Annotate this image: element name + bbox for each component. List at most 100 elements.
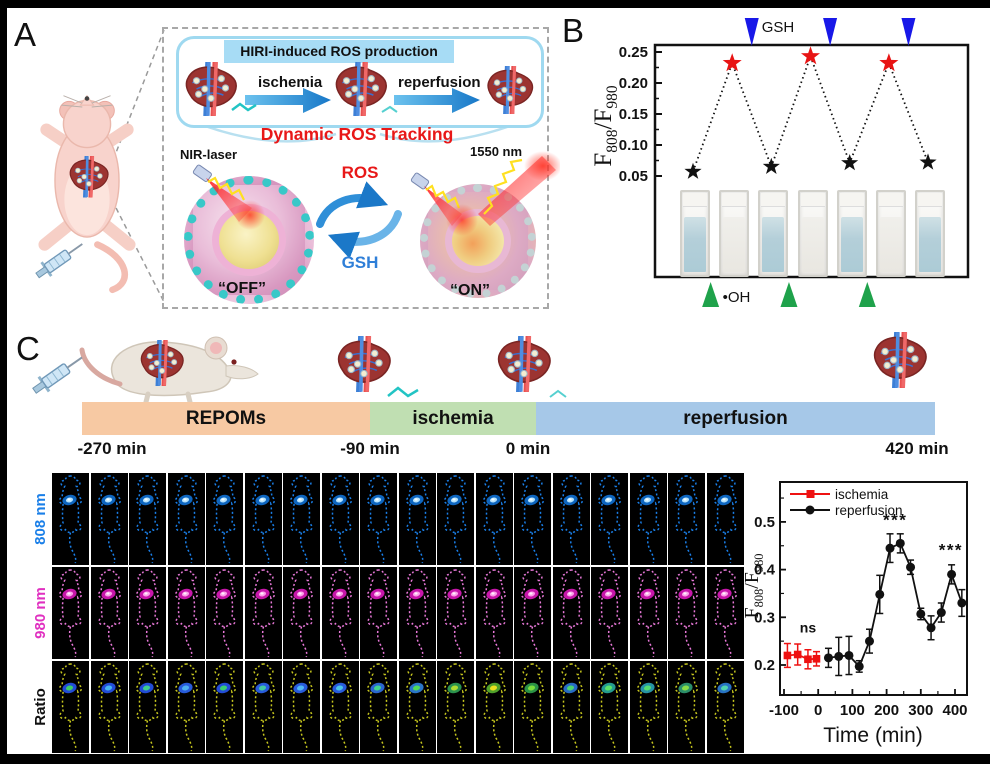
imaging-frame — [552, 567, 590, 659]
row-label-980nm: 980 nm — [32, 587, 49, 639]
dotted-connector-line — [692, 53, 929, 172]
gsh-label: GSH — [341, 253, 379, 272]
emission-1550nm-label: 1550 nm — [470, 144, 523, 159]
step-reperfusion-label: reperfusion — [398, 74, 481, 91]
laser-emitter-icon — [410, 172, 430, 190]
imaging-frame-grid — [52, 473, 744, 753]
imaging-frame — [552, 473, 590, 565]
imaging-frame — [244, 661, 282, 753]
y-tick-label: 0.3 — [754, 609, 775, 626]
time-label: 420 min — [885, 439, 949, 458]
star-marker — [801, 46, 820, 65]
imaging-frame — [398, 567, 436, 659]
ros-cycle-arrow-icon — [316, 181, 389, 228]
data-point — [885, 543, 895, 553]
imaging-frame — [360, 567, 397, 659]
imaging-frame — [283, 473, 320, 565]
imaging-frame — [360, 661, 397, 753]
imaging-frame — [514, 567, 551, 659]
data-point — [854, 661, 864, 671]
cuvette-liquid-blue — [919, 217, 942, 272]
data-point — [844, 650, 854, 660]
y-tick-label: 0.10 — [619, 137, 648, 154]
gsh-cycle-arrow-icon — [327, 210, 402, 259]
nir-laser-label: NIR-laser — [180, 147, 238, 162]
imaging-frame — [52, 661, 89, 753]
hiri-banner: HIRI-induced ROS production — [224, 40, 454, 63]
star-marker — [879, 53, 899, 72]
cuvette-liquid-blue — [762, 217, 785, 272]
time-label: -270 min — [77, 439, 147, 458]
oh-annotation: •OH — [723, 289, 751, 306]
cuvette-photo — [875, 190, 906, 277]
imaging-frame — [167, 661, 205, 753]
imaging-frame — [514, 661, 551, 753]
laser-zigzag — [425, 184, 461, 209]
cuvette-liquid-blue — [684, 217, 706, 272]
panel-c-label: C — [16, 330, 40, 367]
liver-icon — [492, 336, 556, 392]
oh-arrow-icon — [780, 282, 798, 307]
data-point — [947, 569, 957, 579]
imaging-frame — [514, 473, 551, 565]
star-marker — [722, 53, 742, 72]
laser-emitter-icon — [192, 164, 212, 182]
data-point — [957, 598, 967, 608]
imaging-frame — [283, 661, 320, 753]
figure-border-top — [0, 0, 990, 8]
y-tick-label: 0.2 — [754, 657, 775, 674]
gsh-annotation: GSH — [762, 19, 795, 36]
panel-a-overlay — [192, 88, 560, 259]
imaging-frame — [167, 567, 205, 659]
data-point — [936, 608, 946, 618]
imaging-frame — [706, 661, 744, 753]
reperfusion-arrow-icon — [394, 88, 480, 113]
imaging-frame — [52, 567, 89, 659]
imaging-frame — [90, 473, 128, 565]
gsh-arrow-icon — [823, 18, 838, 46]
liver-icon — [868, 332, 932, 388]
imaging-frame — [475, 567, 513, 659]
imaging-frame — [283, 567, 320, 659]
imaging-frame — [52, 473, 89, 565]
timeline-segment-repoms: REPOMs — [82, 402, 370, 435]
imaging-frame — [629, 567, 667, 659]
x-tick-label: 300 — [908, 702, 933, 719]
emission-glow — [524, 151, 560, 181]
imaging-frame — [321, 661, 359, 753]
imaging-frame — [244, 473, 282, 565]
legend-label: reperfusion — [835, 503, 903, 518]
data-point — [783, 651, 792, 660]
data-point — [865, 636, 874, 646]
imaging-frame — [129, 473, 166, 565]
timeline-segment-ischemia: ischemia — [370, 402, 536, 435]
y-tick-label: 0.5 — [754, 514, 775, 531]
data-point — [834, 651, 844, 661]
clamp-icon — [231, 102, 257, 112]
cuvette-photo — [836, 190, 867, 277]
x-tick-label: 100 — [840, 702, 865, 719]
x-tick-label: 0 — [814, 702, 822, 719]
time-label: 0 min — [505, 439, 551, 458]
cuvette-photo — [797, 190, 828, 277]
imaging-frame — [668, 661, 705, 753]
y-tick-label: 0.4 — [754, 562, 776, 579]
imaging-frame — [437, 661, 474, 753]
imaging-frame — [668, 473, 705, 565]
on-state-label: “ON” — [450, 282, 490, 299]
significance-annotation: *** — [883, 511, 907, 530]
panel-b-label: B — [562, 12, 585, 49]
imaging-frame — [129, 661, 166, 753]
data-point — [895, 538, 905, 548]
imaging-frame — [475, 661, 513, 753]
significance-annotation: ns — [800, 620, 817, 636]
figure-border-bottom — [0, 754, 990, 764]
panel-a-label: A — [14, 16, 37, 53]
dynamic-ros-tracking-title: Dynamic ROS Tracking — [260, 124, 454, 144]
series-line-ischemia — [787, 653, 817, 661]
nanoprobe-off-sphere — [184, 176, 314, 304]
timeline-bar: REPOMs ischemia reperfusion — [82, 402, 935, 435]
imaging-frame — [706, 473, 744, 565]
time-label: -90 min — [340, 439, 400, 458]
laser-zigzag — [207, 176, 245, 201]
